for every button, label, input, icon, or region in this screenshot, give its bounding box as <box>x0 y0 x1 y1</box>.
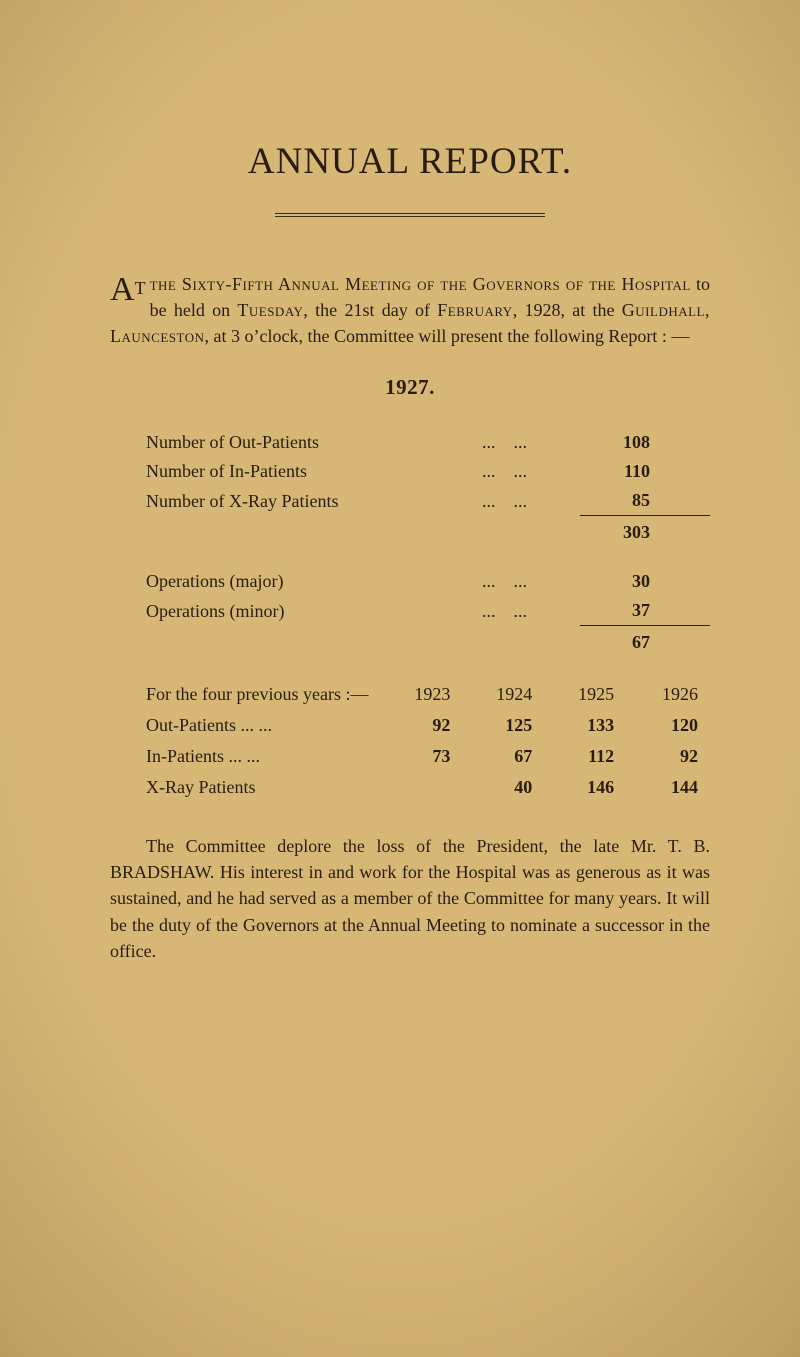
stat-value: 85 <box>580 486 710 516</box>
table-row: Number of Out-Patients ... ... 108 <box>110 428 710 457</box>
stat-label: Number of In-Patients <box>110 457 482 486</box>
stat-label: Operations (minor) <box>110 596 482 626</box>
cell: 92 <box>614 741 710 772</box>
stat-value: 108 <box>580 428 710 457</box>
cell: 92 <box>368 710 450 741</box>
table-row: In-Patients ... ... 73 67 112 92 <box>110 741 710 772</box>
cell: 40 <box>450 772 532 803</box>
col-year: 1923 <box>368 679 450 710</box>
col-year: 1926 <box>614 679 710 710</box>
row-label: X-Ray Patients <box>110 772 368 803</box>
table-row: Number of X-Ray Patients ... ... 85 <box>110 486 710 516</box>
stat-total: 303 <box>580 516 710 548</box>
cell <box>368 772 450 803</box>
table-row: Out-Patients ... ... 92 125 133 120 <box>110 710 710 741</box>
table-row: Operations (major) ... ... 30 <box>110 567 710 596</box>
dot-leader: ... ... <box>482 596 580 626</box>
cell: 144 <box>614 772 710 803</box>
dot-leader: ... ... <box>482 486 580 516</box>
dot-leader: ... ... <box>482 428 580 457</box>
cell: 112 <box>532 741 614 772</box>
stat-label: Operations (major) <box>110 567 482 596</box>
page: ANNUAL REPORT. AT the Sixty-Fifth Annual… <box>0 0 800 1357</box>
stat-total: 67 <box>580 626 710 658</box>
title-rule <box>275 213 545 217</box>
col-year: 1925 <box>532 679 614 710</box>
patient-stats-table: Number of Out-Patients ... ... 108 Numbe… <box>110 428 710 657</box>
row-label: Out-Patients ... ... <box>110 710 368 741</box>
table-row: Number of In-Patients ... ... 110 <box>110 457 710 486</box>
dot-leader: ... ... <box>482 457 580 486</box>
stat-label: Number of X-Ray Patients <box>110 486 482 516</box>
dot-leader: ... ... <box>482 567 580 596</box>
years-lead: For the four previous years :— <box>110 679 368 710</box>
cell: 67 <box>450 741 532 772</box>
stat-label: Number of Out-Patients <box>110 428 482 457</box>
cell: 73 <box>368 741 450 772</box>
year-heading: 1927. <box>110 375 710 400</box>
table-row: Operations (minor) ... ... 37 <box>110 596 710 626</box>
stat-value: 30 <box>580 567 710 596</box>
closing-paragraph: The Committee deplore the loss of the Pr… <box>110 833 710 963</box>
four-year-table: For the four previous years :— 1923 1924… <box>110 679 710 803</box>
table-row: X-Ray Patients 40 146 144 <box>110 772 710 803</box>
total-row: 303 <box>110 516 710 548</box>
cell: 125 <box>450 710 532 741</box>
cell: 120 <box>614 710 710 741</box>
cell: 146 <box>532 772 614 803</box>
row-label: In-Patients ... ... <box>110 741 368 772</box>
stat-value: 37 <box>580 596 710 626</box>
stat-value: 110 <box>580 457 710 486</box>
table-header-row: For the four previous years :— 1923 1924… <box>110 679 710 710</box>
col-year: 1924 <box>450 679 532 710</box>
intro-paragraph: AT the Sixty-Fifth Annual Meeting of the… <box>110 271 710 349</box>
report-title: ANNUAL REPORT. <box>110 140 710 183</box>
total-row: 67 <box>110 626 710 658</box>
cell: 133 <box>532 710 614 741</box>
